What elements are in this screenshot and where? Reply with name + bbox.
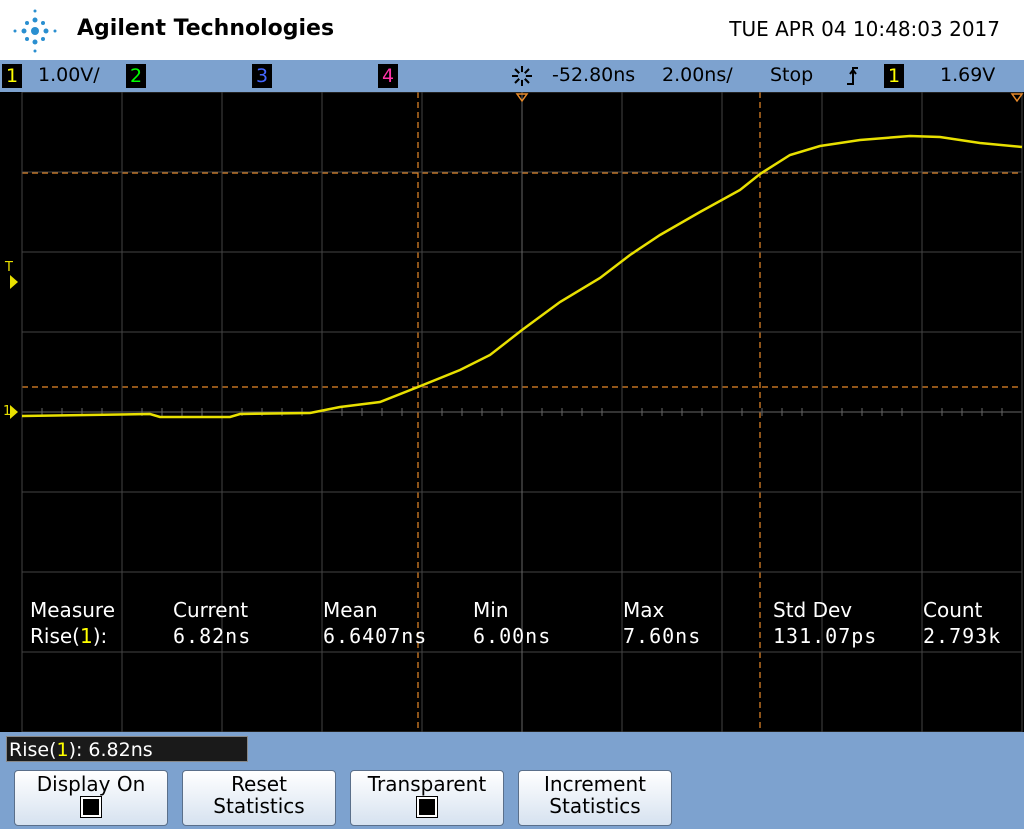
- measurement-header: Measure: [30, 598, 115, 622]
- softkey[interactable]: Increment Statistics: [518, 770, 672, 826]
- checkbox-row: [351, 796, 503, 821]
- logo: [13, 9, 57, 53]
- label-part: Rise(: [30, 624, 80, 648]
- measurement-header: Min: [473, 598, 509, 622]
- measurement-readout: Rise(1): 6.82ns: [6, 736, 248, 762]
- measurement-header: Std Dev: [773, 598, 853, 622]
- measurement-header: Current: [173, 598, 249, 622]
- softkey[interactable]: Display On: [14, 770, 168, 826]
- datetime: TUE APR 04 10:48:03 2017: [729, 17, 1000, 41]
- measurement-value: 6.6407ns: [323, 624, 428, 648]
- ground-arrow: [10, 405, 18, 419]
- readout-value: ): 6.82ns: [68, 739, 153, 761]
- softkey-label: Display On: [36, 772, 146, 796]
- ground-marker: 1: [3, 404, 12, 419]
- ch1-label[interactable]: 1: [2, 64, 23, 88]
- softkey[interactable]: Reset Statistics: [182, 770, 336, 826]
- readout-prefix: Rise(: [9, 739, 57, 761]
- softkey-label: Statistics: [213, 794, 305, 818]
- ch2-label[interactable]: 2: [126, 64, 147, 88]
- softkey-label: Transparent: [367, 772, 487, 796]
- delay-marker: [1010, 93, 1024, 103]
- measurement-header: Mean: [323, 598, 378, 622]
- checkbox[interactable]: [416, 796, 438, 818]
- softkey-bar: Rise(1): 6.82ns Display On Reset Statistic…: [0, 732, 1024, 829]
- label-part: 1: [79, 624, 93, 648]
- trigger-channel: 1: [884, 64, 905, 88]
- softkey[interactable]: Transparent: [350, 770, 504, 826]
- measurement-header: Max: [623, 598, 665, 622]
- readout-channel: 1: [56, 739, 69, 761]
- measurement-value: 7.60ns: [623, 624, 702, 648]
- trigger-level: 1.69V: [940, 64, 996, 86]
- status-bar: 1 1.00V/ 2 3 4 -52.80ns 2.00ns/ Stop 1 1…: [0, 60, 1024, 92]
- measurement-value: 2.793k: [923, 624, 1002, 648]
- softkey-label: Reset: [231, 772, 287, 796]
- trigger-arrow: [10, 275, 18, 289]
- waveform-screen: T 1 Measure Current Mean Min Max Std Dev Count…: [0, 92, 1024, 732]
- measurement-value: 131.07ps: [773, 624, 878, 648]
- checkbox-row: [15, 796, 167, 821]
- run-mode: Stop: [770, 64, 814, 86]
- ch1-scale: 1.00V/: [38, 64, 100, 86]
- waveform-trace: [21, 134, 1023, 419]
- trigger-position: [515, 93, 529, 103]
- softkey-label: Statistics: [549, 794, 641, 818]
- measurement-value: 6.00ns: [473, 624, 552, 648]
- timebase-icon: [512, 66, 532, 86]
- time-scale: 2.00ns/: [662, 64, 733, 86]
- ch3-label[interactable]: 3: [252, 64, 273, 88]
- checkbox[interactable]: [80, 796, 102, 818]
- trigger-slope: [847, 67, 858, 85]
- time-offset: -52.80ns: [552, 64, 636, 86]
- graticule: [10, 92, 1024, 732]
- ch4-label[interactable]: 4: [378, 64, 399, 88]
- measurement-label: Rise(1):: [30, 624, 107, 648]
- label-part: ):: [92, 624, 108, 648]
- measurement-header: Count: [923, 598, 983, 622]
- brand: Agilent Technologies: [77, 16, 335, 41]
- softkey-label: Increment: [544, 772, 646, 796]
- measurement-value: 6.82ns: [173, 624, 252, 648]
- trigger-marker: T: [5, 260, 13, 275]
- header: Agilent Technologies TUE APR 04 10:48:03…: [0, 0, 1024, 60]
